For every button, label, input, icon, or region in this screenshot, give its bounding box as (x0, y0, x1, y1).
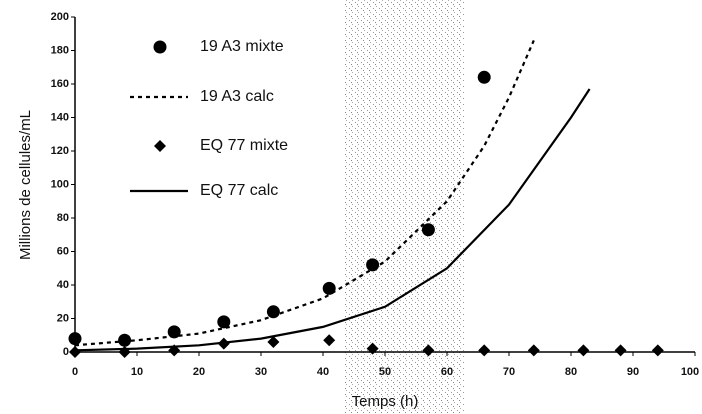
point (217, 315, 231, 329)
legend-marker (153, 40, 167, 54)
legend-label: EQ 77 calc (200, 182, 278, 199)
point (69, 346, 81, 358)
legend-label: 19 A3 calc (200, 88, 274, 105)
x-tick-label: 80 (565, 366, 577, 378)
x-tick-label: 10 (131, 366, 143, 378)
point (366, 342, 379, 355)
line (74, 40, 535, 347)
x-tick-label: 60 (441, 366, 453, 378)
x-tick-label: 0 (72, 366, 78, 378)
x-tick-label: 40 (317, 366, 329, 378)
y-axis-label: Millions de cellules/mL (17, 110, 34, 260)
y-tick-label: 140 (51, 111, 69, 123)
point (266, 305, 280, 319)
point (577, 344, 590, 357)
x-axis-label: Temps (h) (352, 393, 419, 410)
point (267, 335, 280, 348)
point (651, 344, 664, 357)
legend-marker (154, 140, 166, 152)
line (74, 88, 591, 352)
x-tick-label: 20 (193, 366, 205, 378)
scan-noise (345, 0, 465, 414)
y-tick-label: 0 (63, 346, 69, 358)
legend-label: EQ 77 mixte (200, 137, 288, 154)
y-tick-label: 80 (57, 212, 69, 224)
point (167, 325, 181, 339)
y-tick-label: 20 (57, 312, 69, 324)
y-tick-label: 180 (51, 44, 69, 56)
x-tick-label: 90 (627, 366, 639, 378)
y-tick-label: 60 (57, 245, 69, 257)
point (323, 334, 336, 347)
point (527, 344, 540, 357)
x-tick-label: 30 (255, 366, 267, 378)
y-tick-label: 100 (51, 178, 69, 190)
point (366, 258, 380, 272)
x-tick-label: 50 (379, 366, 391, 378)
y-tick-label: 160 (51, 78, 69, 90)
legend-label: 19 A3 mixte (200, 38, 284, 55)
point (477, 70, 491, 84)
point (421, 223, 435, 237)
x-tick-label: 100 (681, 366, 699, 378)
point (614, 344, 627, 357)
point (68, 332, 82, 346)
y-tick-label: 120 (51, 145, 69, 157)
x-tick-label: 70 (503, 366, 515, 378)
point (422, 344, 435, 357)
y-tick-label: 200 (51, 11, 69, 23)
point (478, 344, 491, 357)
y-tick-label: 40 (57, 279, 69, 291)
